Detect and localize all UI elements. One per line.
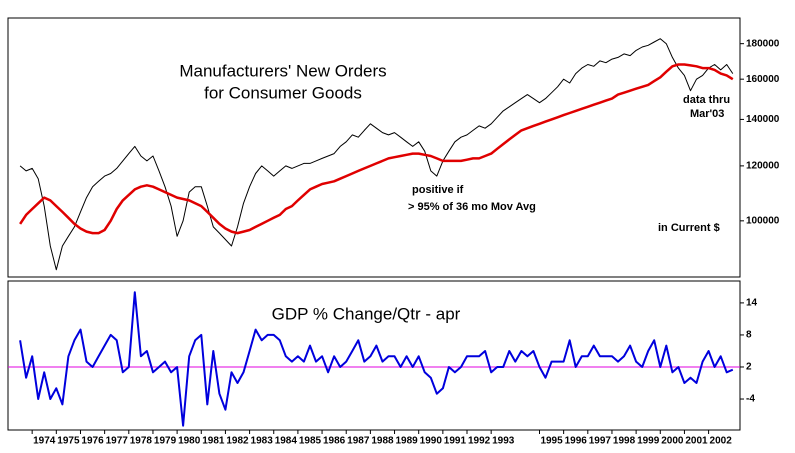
- y-tick-label: 14: [746, 298, 758, 309]
- x-tick-label: 1998: [613, 436, 636, 447]
- x-tick-label: 2001: [685, 436, 708, 447]
- annotation: > 95% of 36 mo Mov Avg: [408, 201, 536, 213]
- x-tick-label: 1991: [444, 436, 467, 447]
- x-tick-label: 1987: [347, 436, 370, 447]
- series-line: [19, 63, 734, 235]
- series-line: [19, 291, 734, 427]
- x-tick-label: 1979: [154, 436, 177, 447]
- y-tick-label: 140000: [746, 114, 780, 125]
- x-tick-label: 1984: [275, 436, 298, 447]
- annotation: in Current $: [658, 222, 720, 234]
- y-tick-label: 180000: [746, 38, 780, 49]
- series-line: [19, 38, 734, 271]
- annotation: positive if: [412, 184, 464, 196]
- x-tick-label: 2000: [661, 436, 684, 447]
- x-tick-label: 1999: [637, 436, 660, 447]
- y-tick-label: 8: [746, 330, 752, 341]
- y-tick-label: 160000: [746, 74, 780, 85]
- annotation: data thru: [683, 94, 730, 106]
- chart-title: for Consumer Goods: [204, 83, 362, 102]
- x-tick-label: 1982: [226, 436, 249, 447]
- panel-frame: [7, 17, 741, 278]
- x-tick-label: 1989: [395, 436, 418, 447]
- y-tick-label: 120000: [746, 161, 780, 172]
- chart-title: Manufacturers' New Orders: [179, 61, 386, 80]
- annotation: Mar'03: [690, 108, 724, 120]
- x-tick-label: 1980: [178, 436, 201, 447]
- x-tick-label: 1996: [565, 436, 588, 447]
- x-tick-label: 1975: [57, 436, 80, 447]
- x-tick-label: 1981: [202, 436, 225, 447]
- chart-title: GDP % Change/Qtr - apr: [272, 304, 461, 323]
- y-tick-label: 2: [746, 362, 752, 373]
- x-tick-label: 1992: [468, 436, 491, 447]
- panel-frame: [7, 280, 741, 431]
- x-tick-label: 1988: [371, 436, 394, 447]
- x-tick-label: 1990: [420, 436, 443, 447]
- x-tick-label: 2002: [710, 436, 733, 447]
- x-tick-label: 1993: [492, 436, 515, 447]
- x-tick-label: 1995: [540, 436, 563, 447]
- x-tick-label: 1997: [589, 436, 612, 447]
- y-tick-label: 100000: [746, 215, 780, 226]
- x-tick-label: 1978: [130, 436, 153, 447]
- x-tick-label: 1985: [299, 436, 322, 447]
- x-tick-label: 1974: [33, 436, 56, 447]
- x-tick-label: 1986: [323, 436, 346, 447]
- y-tick-label: -4: [746, 394, 755, 405]
- x-tick-label: 1977: [106, 436, 129, 447]
- x-tick-label: 1983: [251, 436, 274, 447]
- x-tick-label: 1976: [81, 436, 104, 447]
